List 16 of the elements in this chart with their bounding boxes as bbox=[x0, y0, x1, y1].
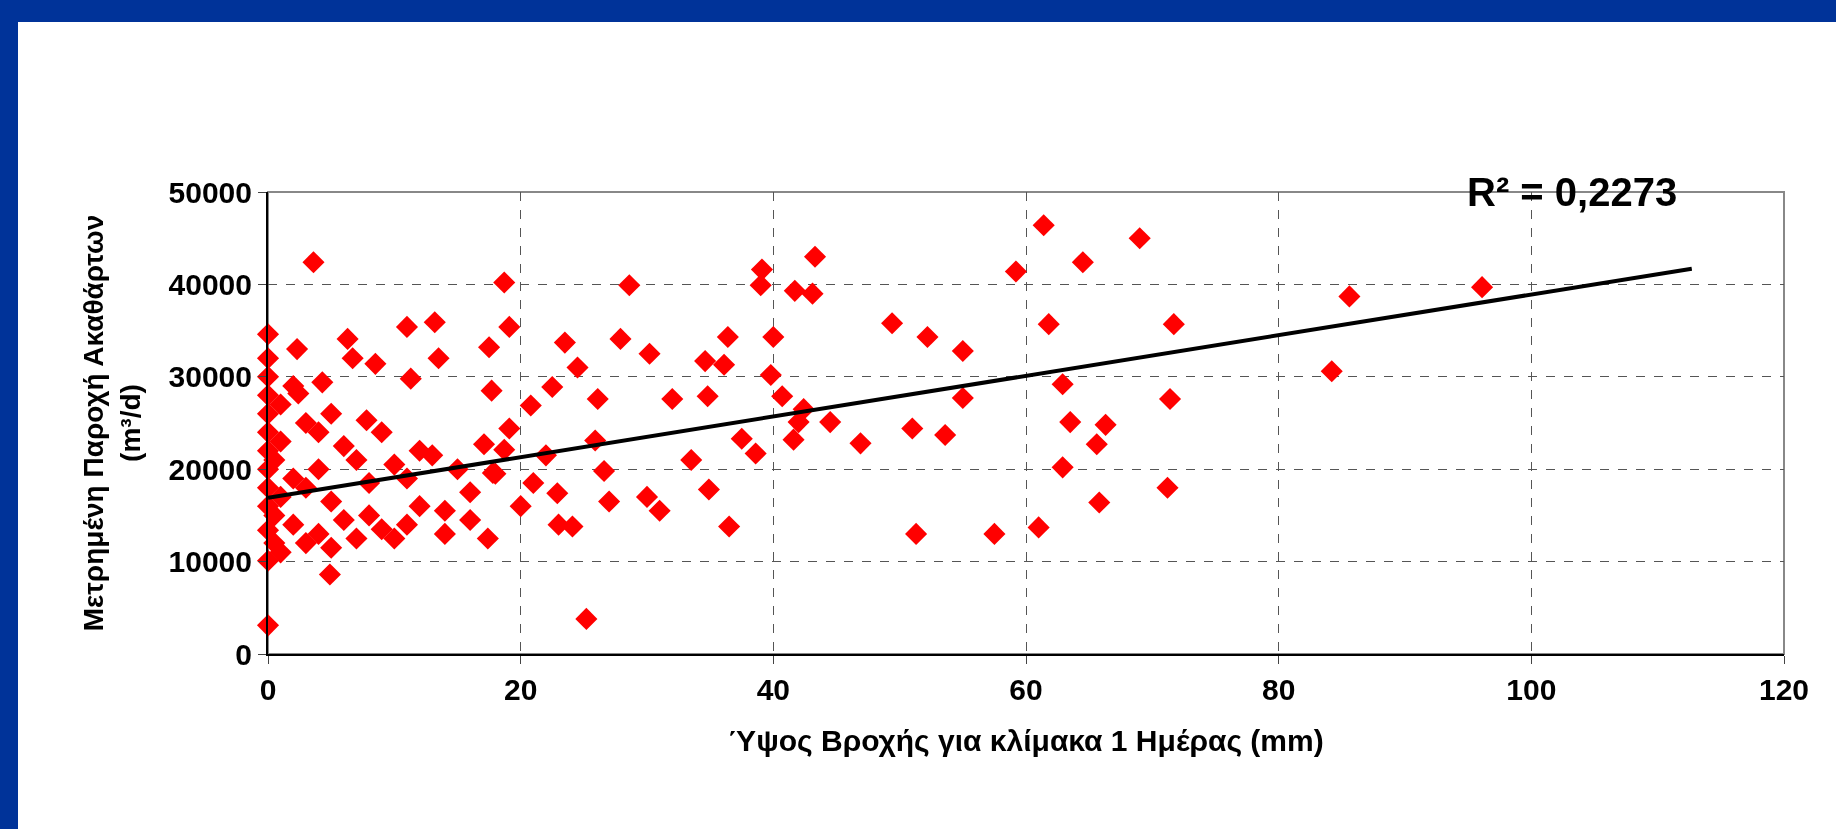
x-tick-label: 40 bbox=[756, 673, 791, 706]
y-tick-label: 40000 bbox=[168, 267, 252, 301]
y-tick-label: 0 bbox=[235, 637, 252, 671]
y-tick-label: 10000 bbox=[168, 545, 252, 579]
x-tick-label: 80 bbox=[1261, 673, 1296, 706]
x-tick-label: 60 bbox=[1009, 673, 1043, 706]
annotation: R² = 0,2273 bbox=[1467, 170, 1678, 214]
y-tick-label: 20000 bbox=[168, 452, 252, 486]
x-axis-title: Ύψος Βροχής για κλίμακα 1 Ημέρας (mm) bbox=[728, 724, 1324, 757]
y-tick-label: 50000 bbox=[168, 175, 252, 209]
x-tick-label: 0 bbox=[259, 673, 277, 706]
y-tick-label: 30000 bbox=[168, 360, 252, 394]
x-tick-label: 120 bbox=[1758, 673, 1810, 706]
y-axis-title: Μετρημένη Παροχή Ακαθάρτων (m³/d) bbox=[78, 214, 146, 632]
x-tick-label: 100 bbox=[1506, 673, 1557, 706]
x-tick-label: 20 bbox=[503, 673, 538, 706]
